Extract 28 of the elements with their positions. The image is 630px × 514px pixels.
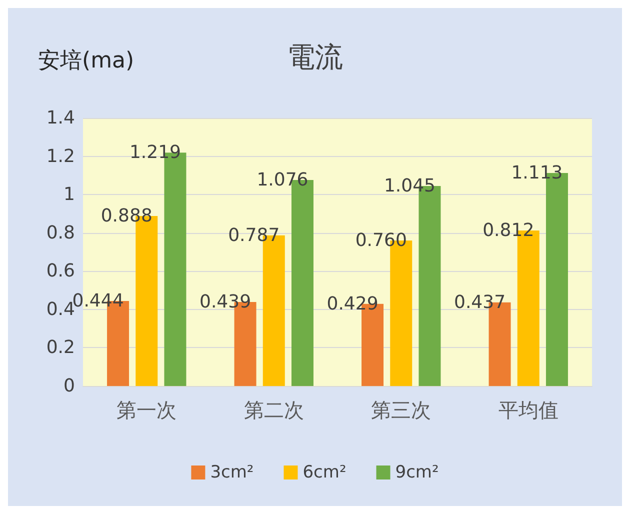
data-label: 1.219 (129, 142, 181, 164)
y-tick-label: 0.2 (46, 337, 75, 358)
y-tick-label: 1.2 (46, 146, 75, 167)
x-tick-label: 第一次 (116, 398, 177, 422)
y-tick-label: 0 (64, 376, 75, 396)
y-tick-label: 1 (64, 184, 75, 206)
legend-label: 6cm² (302, 462, 346, 482)
y-tick-label: 0.4 (46, 298, 75, 320)
data-label: 0.429 (326, 293, 378, 314)
data-label: 1.045 (384, 175, 436, 196)
y-tick-label: 0.6 (46, 260, 75, 282)
data-label: 1.076 (256, 170, 308, 191)
chart-title: 電流 (287, 40, 343, 74)
data-label: 0.439 (200, 291, 252, 312)
y-tick-label: 1.4 (46, 108, 75, 128)
y-axis-title: 安培(ma) (38, 48, 134, 74)
data-label: 0.787 (228, 224, 280, 246)
data-label: 0.812 (482, 220, 534, 242)
y-tick-label: 0.8 (46, 222, 75, 244)
data-label: 0.437 (454, 292, 506, 313)
data-label: 0.888 (100, 206, 152, 227)
legend-label: 3cm² (210, 462, 254, 482)
x-tick-label: 第三次 (371, 398, 432, 422)
data-label: 0.760 (355, 230, 407, 252)
x-tick-label: 平均值 (498, 398, 558, 422)
data-label: 1.113 (511, 162, 563, 184)
legend-label: 9cm² (395, 462, 439, 482)
x-tick-label: 第二次 (244, 398, 304, 422)
